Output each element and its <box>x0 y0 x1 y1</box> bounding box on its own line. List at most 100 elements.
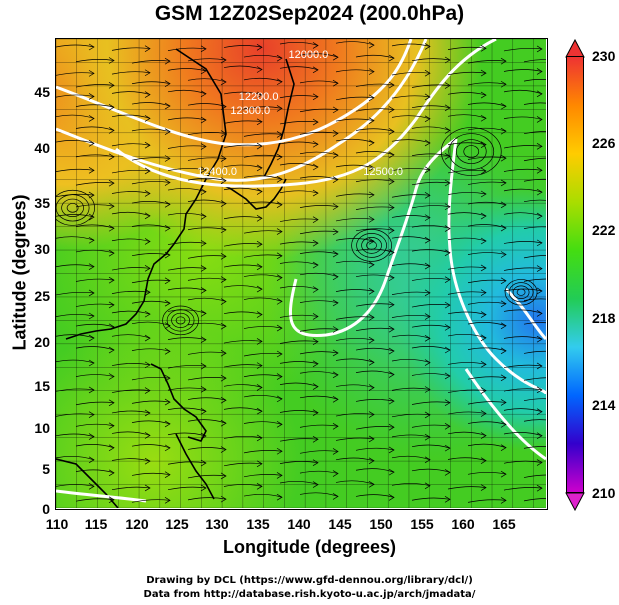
streamline <box>279 261 319 266</box>
streamline <box>111 143 151 147</box>
streamline <box>131 400 171 404</box>
contour-label: 12000.0 <box>289 49 329 61</box>
streamline <box>279 121 319 125</box>
y-tick-label: 35 <box>34 195 50 211</box>
streamline <box>411 324 451 328</box>
streamline <box>503 267 543 271</box>
streamline-arrow <box>220 419 227 427</box>
streamline-arrow <box>332 130 339 137</box>
streamline-arrow <box>444 372 451 380</box>
streamline-arrow <box>480 212 487 220</box>
streamline-arrow <box>388 397 395 405</box>
streamline <box>467 301 507 305</box>
streamline-arrow <box>332 422 339 430</box>
streamline <box>447 192 487 195</box>
streamline <box>447 291 487 295</box>
streamline-arrow <box>536 484 543 492</box>
streamline <box>355 447 395 451</box>
streamline-arrow <box>332 53 339 61</box>
streamline-arrow <box>220 276 227 283</box>
streamline <box>75 323 115 328</box>
streamline-arrow <box>444 249 451 257</box>
streamline <box>243 201 283 206</box>
streamline <box>335 118 375 122</box>
streamline-arrow <box>88 456 95 464</box>
streamline-arrow <box>276 395 283 403</box>
streamline-arrow <box>312 261 319 269</box>
streamline-arrow <box>200 213 207 220</box>
streamline-arrow <box>256 285 263 293</box>
streamline <box>279 361 319 365</box>
streamline <box>111 290 151 294</box>
streamline-arrow <box>164 374 171 382</box>
streamline <box>111 267 151 271</box>
streamline <box>523 157 546 162</box>
streamline <box>355 370 395 375</box>
streamline <box>503 364 543 369</box>
streamline <box>187 397 227 401</box>
streamline <box>187 497 227 501</box>
streamline-arrow <box>220 495 227 503</box>
streamline-arrow <box>164 224 171 232</box>
streamline <box>223 144 263 148</box>
streamline-arrow <box>536 287 543 295</box>
streamline <box>187 474 227 479</box>
streamline-arrow <box>444 179 451 187</box>
streamline-arrow <box>108 103 115 111</box>
streamline <box>391 72 431 76</box>
streamline <box>467 499 507 503</box>
streamline-arrow <box>368 359 375 366</box>
streamline-arrow <box>108 469 115 477</box>
streamline-arrow <box>332 79 339 87</box>
streamline <box>187 78 227 83</box>
streamline <box>56 314 95 317</box>
streamline-arrow <box>144 238 151 245</box>
streamline <box>411 401 451 405</box>
streamline-arrow <box>368 287 375 295</box>
streamline <box>75 154 115 158</box>
streamline <box>243 154 283 158</box>
streamline <box>243 274 283 279</box>
streamline-arrow <box>220 56 227 64</box>
streamline <box>411 84 451 88</box>
streamline-arrow <box>144 91 151 98</box>
streamline-arrow <box>88 334 95 342</box>
streamline <box>467 401 507 405</box>
streamline <box>299 80 339 84</box>
streamline-arrow <box>312 118 319 126</box>
streamline <box>223 340 263 344</box>
streamline-arrow <box>500 127 507 135</box>
streamline-arrow <box>480 114 487 122</box>
streamline <box>355 274 395 279</box>
streamline <box>391 455 431 461</box>
y-tick-label: 30 <box>34 241 50 257</box>
streamline <box>523 226 546 229</box>
streamline <box>279 141 319 145</box>
streamline <box>131 321 171 326</box>
streamline <box>335 69 375 73</box>
streamline <box>391 291 431 295</box>
streamline <box>75 126 115 131</box>
streamline-arrow <box>312 42 319 49</box>
streamline <box>503 408 543 413</box>
streamline <box>355 206 395 210</box>
streamline-arrow <box>388 128 395 135</box>
streamline-arrow <box>536 188 543 196</box>
streamline-arrow <box>424 262 431 270</box>
streamline <box>167 89 207 95</box>
streamline-arrow <box>500 470 507 478</box>
streamline <box>279 95 319 99</box>
streamline-arrow <box>388 446 395 454</box>
streamline <box>187 132 227 136</box>
streamline-arrow <box>88 411 95 418</box>
streamline <box>355 128 395 132</box>
streamline-arrow <box>144 167 151 175</box>
streamline <box>503 47 543 52</box>
streamline-arrow <box>312 360 319 368</box>
streamline-arrow <box>256 188 263 195</box>
streamline <box>467 60 507 64</box>
x-tick-label: 165 <box>492 516 516 532</box>
streamline-arrow <box>424 166 431 174</box>
streamline <box>523 446 546 449</box>
streamline-arrow <box>256 407 263 415</box>
